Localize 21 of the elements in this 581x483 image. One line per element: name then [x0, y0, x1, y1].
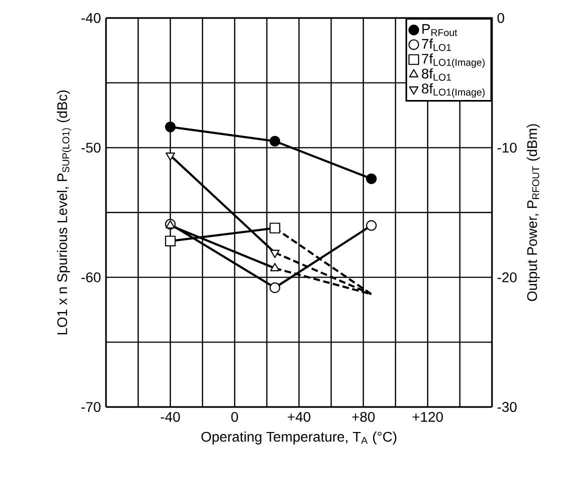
legend-label: 8f$_{LO1(Image)}$ [422, 83, 485, 98]
y-tick-label: -40 [81, 13, 101, 23]
y-tick-label: -60 [81, 272, 101, 282]
y-tick-label: -70 [81, 402, 101, 412]
y2-tick-label: -30 [498, 402, 517, 412]
x-tick-label: +80 [352, 412, 375, 422]
legend-label: 7f$_{LO1(Image)}$ [422, 53, 485, 68]
x-tick-label: -40 [160, 412, 180, 422]
x-tick-label: +40 [288, 412, 310, 422]
y2-axis-title: Output Power, P$_{RFOUT}$ (dBm) [526, 124, 540, 302]
legend-label: 8f$_{LO1}$ [422, 68, 451, 81]
y2-tick-label: -10 [498, 142, 517, 153]
x-axis-title: Operating Temperature, T$_{A}$ (°C) [201, 431, 396, 444]
x-tick-label: +120 [412, 412, 443, 422]
legend-label: 7f$_{LO1}$ [422, 38, 451, 51]
y-axis-title: LO1 x n Spurious Level, P$_{SUP(LO1)}$ (dBc) [56, 90, 72, 334]
y2-tick-label: -20 [498, 272, 517, 282]
legend-label: P$_{RFout}$ [422, 24, 458, 36]
y2-tick-label: 0 [497, 13, 504, 23]
x-tick-label: 0 [231, 412, 238, 422]
y-tick-label: -50 [81, 142, 101, 153]
